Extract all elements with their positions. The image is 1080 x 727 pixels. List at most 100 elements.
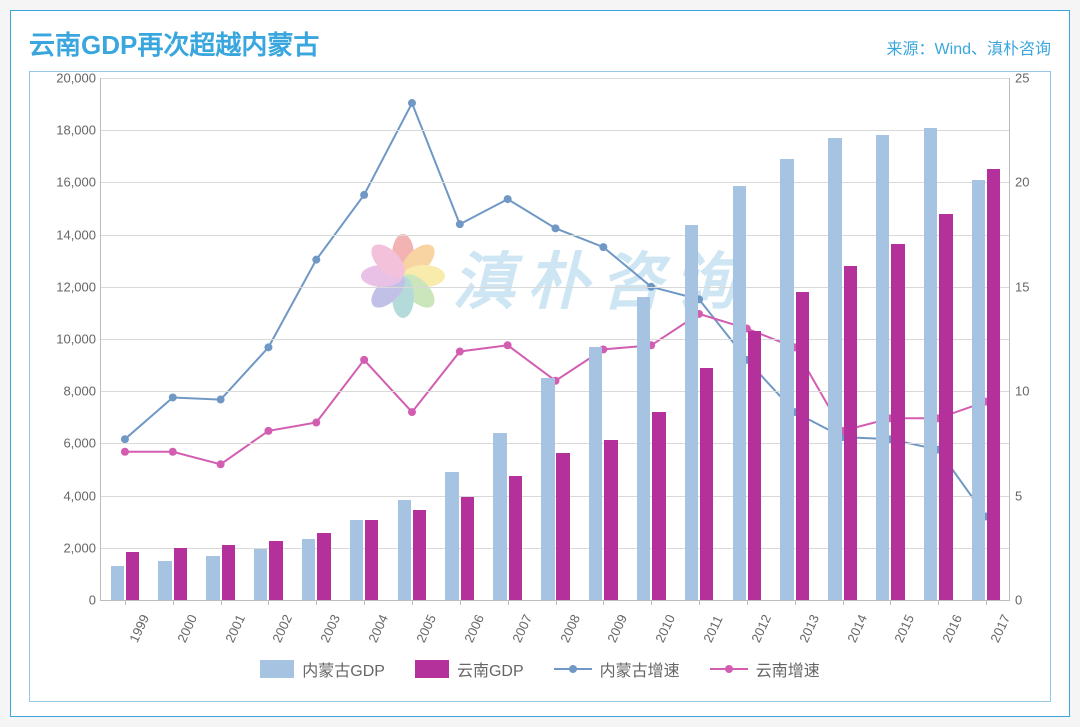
bar-yn-gdp (126, 552, 139, 600)
x-tick-label: 2004 (365, 612, 391, 645)
x-tick-label: 1999 (126, 612, 152, 645)
bar-yn-gdp (461, 497, 474, 600)
legend-marker (725, 665, 733, 673)
bar-nmg-gdp (733, 186, 746, 600)
x-tick-label: 2006 (461, 612, 487, 645)
gridline (101, 182, 1010, 183)
nmg-growth-marker (456, 220, 464, 228)
nmg-growth-marker (552, 224, 560, 232)
bar-nmg-gdp (302, 539, 315, 600)
yn-growth-marker (456, 348, 464, 356)
x-tick (268, 600, 269, 605)
bar-yn-gdp (891, 244, 904, 600)
chart-title: 云南GDP再次超越内蒙古 (29, 25, 319, 62)
x-tick-label: 2008 (557, 612, 583, 645)
bar-yn-gdp (222, 545, 235, 600)
bar-nmg-gdp (924, 128, 937, 600)
legend-swatch (415, 660, 449, 678)
yn-growth-marker (312, 419, 320, 427)
bar-nmg-gdp (876, 135, 889, 600)
x-tick (221, 600, 222, 605)
gridline (101, 78, 1010, 79)
x-tick (651, 600, 652, 605)
nmg-growth-marker (360, 191, 368, 199)
bar-yn-gdp (604, 440, 617, 601)
gridline (101, 339, 1010, 340)
x-tick-label: 2017 (987, 612, 1013, 645)
nmg-growth-marker (264, 343, 272, 351)
bar-yn-gdp (365, 520, 378, 600)
bar-yn-gdp (413, 510, 426, 600)
y2-tick-label: 15 (1015, 279, 1045, 294)
legend-label: 云南增速 (756, 657, 820, 681)
chart-frame: 云南GDP再次超越内蒙古 来源：Wind、滇朴咨询 滇朴咨询 02,0004,0… (10, 10, 1070, 717)
nmg-growth-marker (312, 256, 320, 264)
yn-growth-marker (360, 356, 368, 364)
yn-growth-marker (264, 427, 272, 435)
x-tick (986, 600, 987, 605)
yn-growth-marker (408, 408, 416, 416)
x-tick (747, 600, 748, 605)
y1-tick-label: 10,000 (41, 332, 96, 347)
bar-nmg-gdp (158, 561, 171, 600)
x-tick-label: 2001 (222, 612, 248, 645)
x-tick-label: 2002 (270, 612, 296, 645)
nmg-growth-marker (217, 396, 225, 404)
x-tick (843, 600, 844, 605)
y2-tick-label: 0 (1015, 593, 1045, 608)
legend-swatch (260, 660, 294, 678)
x-tick-label: 2000 (174, 612, 200, 645)
legend-label: 内蒙古增速 (600, 657, 680, 681)
bar-nmg-gdp (254, 549, 267, 600)
bar-yn-gdp (796, 292, 809, 600)
legend-item-yn_growth: 云南增速 (710, 657, 820, 681)
bar-nmg-gdp (972, 180, 985, 600)
x-tick-label: 2003 (318, 612, 344, 645)
bar-yn-gdp (987, 169, 1000, 600)
y1-tick-label: 4,000 (41, 488, 96, 503)
bar-nmg-gdp (493, 433, 506, 600)
bar-nmg-gdp (350, 520, 363, 600)
yn-growth-marker (169, 448, 177, 456)
y1-tick-label: 0 (41, 593, 96, 608)
bar-yn-gdp (174, 548, 187, 600)
legend-label: 云南GDP (457, 657, 524, 681)
legend-label: 内蒙古GDP (302, 657, 385, 681)
gridline (101, 130, 1010, 131)
legend-line-swatch (710, 668, 748, 670)
x-tick (125, 600, 126, 605)
bar-yn-gdp (269, 541, 282, 600)
x-tick (173, 600, 174, 605)
gridline (101, 235, 1010, 236)
y1-tick-label: 8,000 (41, 384, 96, 399)
plot-frame: 滇朴咨询 02,0004,0006,0008,00010,00012,00014… (29, 71, 1051, 702)
bar-yn-gdp (844, 266, 857, 600)
legend-item-nmg_growth: 内蒙古增速 (554, 657, 680, 681)
bar-nmg-gdp (398, 500, 411, 600)
bar-nmg-gdp (589, 347, 602, 600)
chart-source: 来源：Wind、滇朴咨询 (887, 35, 1051, 59)
x-tick (890, 600, 891, 605)
header: 云南GDP再次超越内蒙古 来源：Wind、滇朴咨询 (11, 11, 1069, 68)
gridline (101, 443, 1010, 444)
x-tick (508, 600, 509, 605)
bar-nmg-gdp (828, 138, 841, 600)
x-tick-label: 2010 (652, 612, 678, 645)
x-tick-label: 2007 (509, 612, 535, 645)
yn-growth-line (125, 314, 986, 464)
yn-growth-marker (121, 448, 129, 456)
bar-yn-gdp (748, 331, 761, 600)
yn-growth-marker (217, 460, 225, 468)
nmg-growth-marker (121, 435, 129, 443)
bar-yn-gdp (939, 214, 952, 600)
x-tick-label: 2012 (748, 612, 774, 645)
x-tick-label: 2009 (605, 612, 631, 645)
bar-yn-gdp (652, 412, 665, 600)
x-tick (412, 600, 413, 605)
y1-tick-label: 2,000 (41, 540, 96, 555)
x-tick (364, 600, 365, 605)
x-tick-label: 2011 (700, 613, 725, 645)
y2-tick-label: 10 (1015, 384, 1045, 399)
y1-tick-label: 16,000 (41, 175, 96, 190)
nmg-growth-marker (408, 99, 416, 107)
